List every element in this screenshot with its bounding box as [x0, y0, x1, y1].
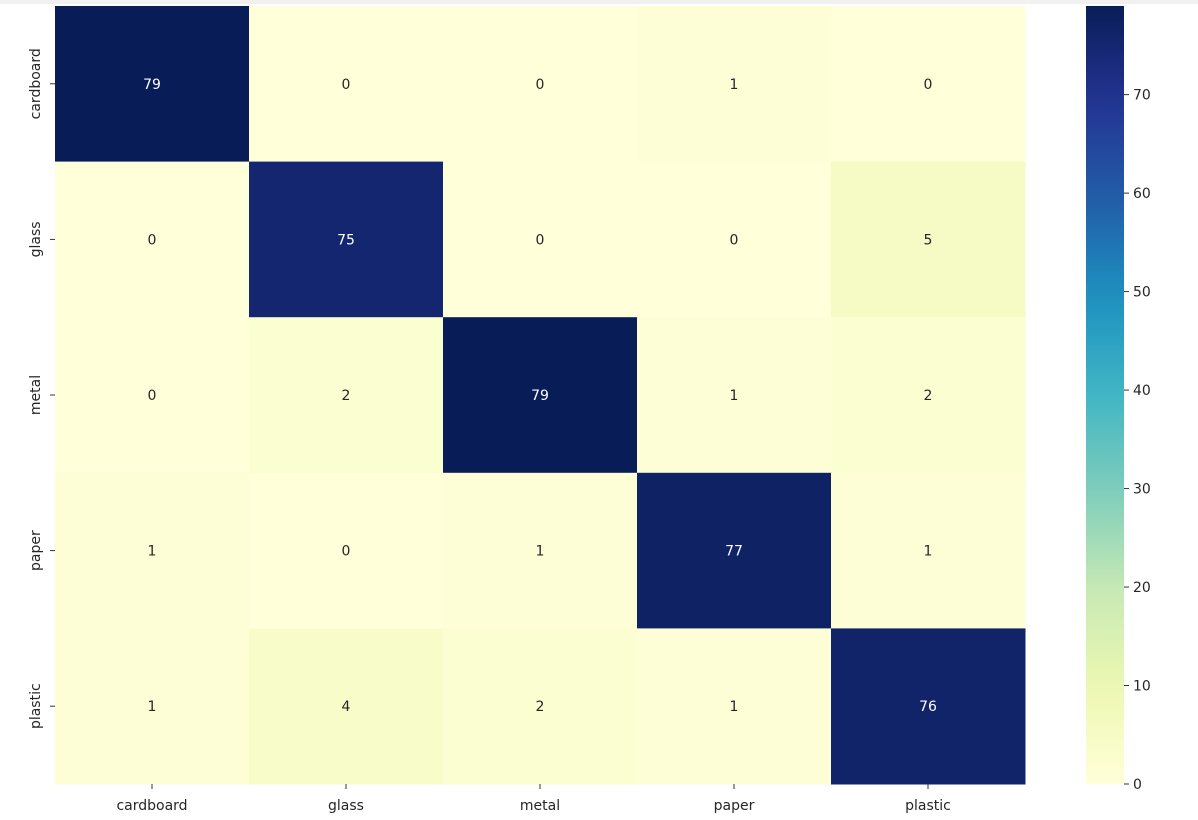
heatmap-cell-metal-plastic: [831, 317, 1026, 474]
cell-value-label: 76: [919, 699, 937, 715]
heatmap-cell-glass-glass: [249, 161, 444, 318]
cell-value-label: 2: [342, 388, 351, 404]
cell-value-label: 0: [342, 544, 351, 560]
x-tick-label: cardboard: [116, 798, 187, 814]
x-tick-label: glass: [328, 798, 364, 814]
heatmap-cell-paper-metal: [443, 472, 638, 629]
cell-value-label: 2: [536, 699, 545, 715]
heatmap-cell-cardboard-cardboard: [55, 6, 250, 163]
heatmap-cell-glass-cardboard: [55, 161, 250, 318]
y-tick-label: metal: [28, 375, 44, 415]
colorbar-gradient: [1086, 6, 1124, 784]
heatmap-cell-glass-paper: [637, 161, 832, 318]
cell-value-label: 1: [730, 699, 739, 715]
cell-value-label: 0: [536, 77, 545, 93]
cell-value-label: 79: [143, 77, 161, 93]
cell-value-label: 1: [730, 388, 739, 404]
cell-value-label: 1: [148, 544, 157, 560]
x-tick-label: plastic: [905, 798, 951, 814]
cell-value-label: 1: [730, 77, 739, 93]
heatmap-cell-paper-paper: [637, 472, 832, 629]
cell-value-label: 1: [148, 699, 157, 715]
cell-value-label: 77: [725, 544, 743, 560]
heatmap-cell-plastic-cardboard: [55, 628, 250, 785]
colorbar-tick-label: 40: [1133, 383, 1151, 399]
heatmap-cell-paper-glass: [249, 472, 444, 629]
x-tick-label: paper: [714, 798, 755, 814]
y-tick-label: plastic: [28, 683, 44, 729]
heatmap-cell-cardboard-metal: [443, 6, 638, 163]
heatmap-cell-paper-plastic: [831, 472, 1026, 629]
cell-value-label: 0: [536, 232, 545, 248]
colorbar: 0 10 20 30 40 50 60 70: [1086, 6, 1151, 793]
colorbar-tick-label: 70: [1133, 88, 1151, 104]
cell-value-label: 5: [924, 232, 933, 248]
heatmap-cell-metal-glass: [249, 317, 444, 474]
colorbar-tick-label: 20: [1133, 580, 1151, 596]
cell-value-label: 0: [730, 232, 739, 248]
window-top-strip: [0, 0, 1198, 4]
heatmap-cell-plastic-metal: [443, 628, 638, 785]
cell-value-label: 0: [924, 77, 933, 93]
cell-value-label: 0: [148, 232, 157, 248]
heatmap-cell-metal-cardboard: [55, 317, 250, 474]
cell-value-label: 0: [342, 77, 351, 93]
heatmap-cell-glass-plastic: [831, 161, 1026, 318]
cell-value-label: 0: [148, 388, 157, 404]
colorbar-tick-label: 0: [1133, 777, 1142, 793]
heatmap-cell-paper-cardboard: [55, 472, 250, 629]
cell-value-label: 4: [342, 699, 351, 715]
heatmap-cells: [55, 6, 1026, 785]
cell-value-label: 2: [924, 388, 933, 404]
cell-value-label: 79: [531, 388, 549, 404]
colorbar-tick-label: 50: [1133, 285, 1151, 301]
cell-annotations: 79 0 0 1 0 0 75 0 0 5 0 2 79 1 2 1 0 1 77 1 1 4 2 1 76: [143, 77, 937, 715]
colorbar-tick-label: 30: [1133, 482, 1151, 498]
x-tick-label: metal: [520, 798, 560, 814]
heatmap-cell-plastic-plastic: [831, 628, 1026, 785]
y-axis: cardboard glass metal paper plastic: [28, 48, 55, 729]
heatmap-cell-plastic-glass: [249, 628, 444, 785]
colorbar-tick-label: 60: [1133, 186, 1151, 202]
y-tick-label: paper: [28, 530, 44, 571]
x-axis: cardboard glass metal paper plastic: [116, 784, 951, 814]
y-tick-label: cardboard: [28, 48, 44, 119]
heatmap-cell-cardboard-glass: [249, 6, 444, 163]
heatmap-cell-cardboard-plastic: [831, 6, 1026, 163]
cell-value-label: 1: [924, 544, 933, 560]
heatmap-cell-glass-metal: [443, 161, 638, 318]
heatmap-cell-metal-paper: [637, 317, 832, 474]
heatmap-cell-plastic-paper: [637, 628, 832, 785]
cell-value-label: 1: [536, 544, 545, 560]
colorbar-tick-label: 10: [1133, 679, 1151, 695]
heatmap-cell-cardboard-paper: [637, 6, 832, 163]
heatmap-cell-metal-metal: [443, 317, 638, 474]
y-tick-label: glass: [28, 221, 44, 257]
cell-value-label: 75: [337, 232, 355, 248]
